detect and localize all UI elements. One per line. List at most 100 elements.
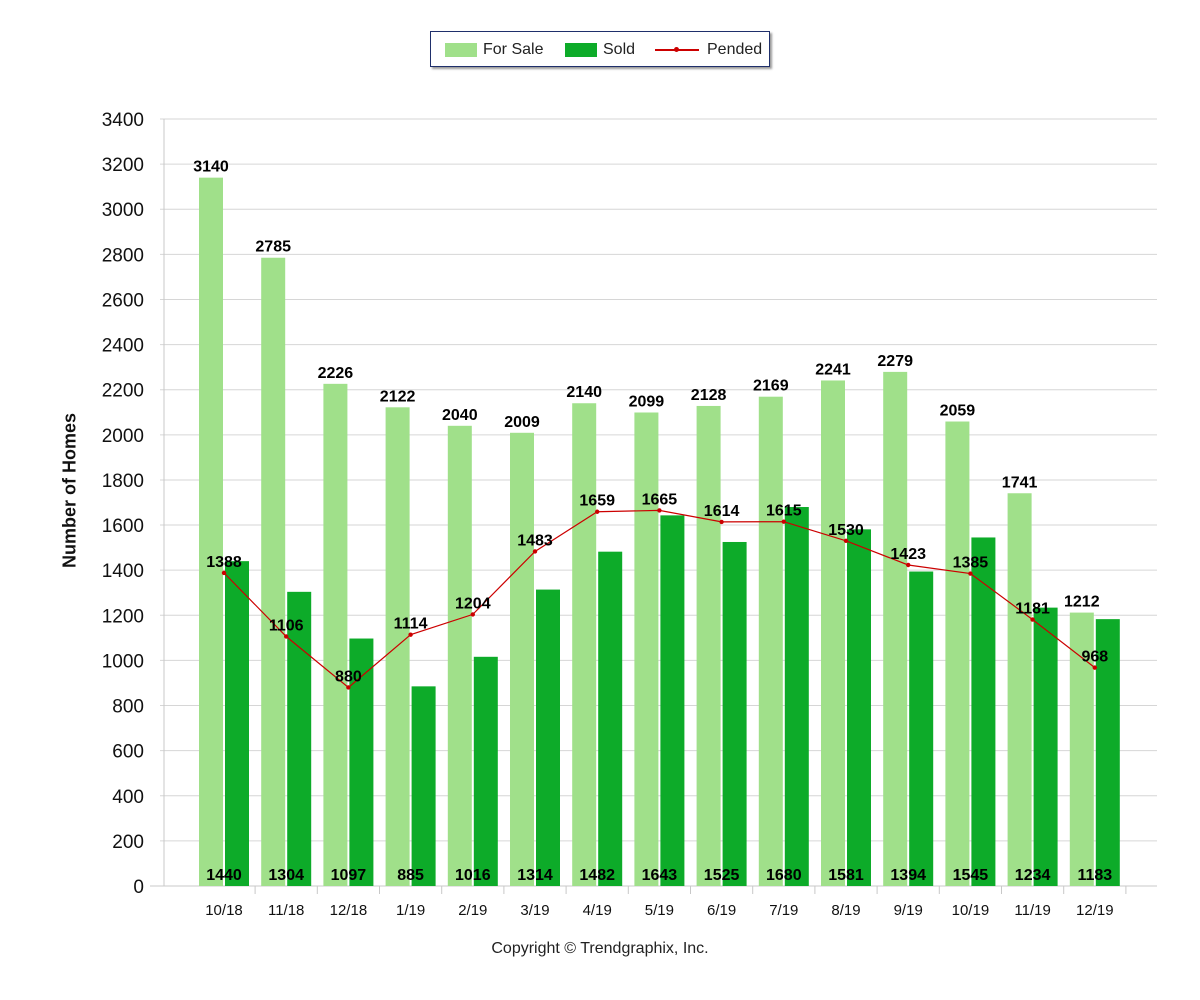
data-label-pended: 880 [335, 668, 362, 685]
y-tick-label: 2800 [102, 245, 144, 266]
data-label-for-sale: 2226 [318, 365, 354, 382]
y-tick-label: 1400 [102, 561, 144, 582]
data-label-for-sale: 2128 [691, 387, 727, 404]
y-tick-label: 1000 [102, 651, 144, 672]
point-pended [781, 519, 786, 524]
x-tick-label: 4/19 [583, 902, 612, 919]
bar-for-sale [758, 396, 783, 886]
x-tick-label: 8/19 [831, 902, 860, 919]
bar-for-sale [1007, 493, 1032, 886]
bar-for-sale [261, 257, 286, 886]
data-label-for-sale: 2140 [566, 384, 602, 401]
data-label-sold: 1482 [579, 867, 615, 884]
bar-for-sale [447, 425, 472, 886]
y-tick-label: 2000 [102, 426, 144, 447]
point-pended [1092, 665, 1098, 670]
data-label-pended: 1615 [766, 503, 802, 520]
data-label-sold: 1545 [953, 867, 989, 884]
y-tick-label: 3400 [102, 110, 144, 131]
y-tick-label: 1800 [102, 471, 144, 492]
y-tick-label: 600 [112, 742, 144, 763]
data-label-for-sale: 2122 [380, 388, 416, 405]
y-tick-label: 200 [112, 832, 144, 853]
x-tick-label: 3/19 [520, 902, 549, 919]
data-label-for-sale: 1212 [1064, 594, 1100, 611]
legend-label-for-sale: For Sale [483, 41, 544, 58]
y-tick-label: 0 [133, 877, 144, 898]
data-label-sold: 885 [397, 867, 424, 884]
data-label-pended: 1614 [704, 503, 740, 520]
bar-for-sale [199, 177, 223, 886]
y-tick-label: 1200 [102, 606, 144, 627]
point-pended [843, 538, 849, 544]
bar-sold [784, 507, 809, 886]
y-tick-label: 400 [112, 787, 144, 808]
data-label-pended: 1204 [455, 595, 491, 612]
data-label-sold: 1016 [455, 867, 491, 884]
y-tick-label: 3200 [102, 155, 144, 176]
data-label-sold: 1680 [766, 867, 802, 884]
bar-for-sale [323, 383, 348, 886]
data-label-for-sale: 2279 [877, 353, 913, 370]
x-tick-label: 11/18 [268, 902, 304, 919]
point-pended [532, 549, 538, 554]
point-pended [657, 508, 662, 513]
data-label-pended: 968 [1081, 649, 1108, 666]
x-tick-label: 12/18 [330, 902, 368, 919]
data-label-pended: 1659 [579, 493, 615, 510]
bar-for-sale [572, 403, 597, 886]
x-tick-label: 10/19 [952, 902, 990, 919]
bar-sold [847, 529, 871, 886]
bar-sold [660, 515, 685, 886]
bar-sold [225, 561, 249, 886]
legend-marker-pended [674, 47, 679, 52]
point-pended [221, 570, 227, 576]
point-pended [1030, 617, 1035, 622]
bar-sold [598, 551, 623, 886]
data-label-for-sale: 1741 [1002, 474, 1038, 491]
point-pended [719, 519, 724, 525]
bar-sold [1033, 607, 1058, 886]
data-label-for-sale: 2009 [504, 414, 540, 431]
data-label-pended: 1106 [269, 617, 304, 634]
bar-for-sale [510, 432, 534, 886]
legend-label-sold: Sold [603, 41, 636, 58]
bar-sold [287, 591, 312, 886]
data-label-for-sale: 2099 [629, 393, 665, 410]
legend-swatch-sold [565, 43, 597, 57]
data-label-pended: 1665 [642, 491, 678, 508]
bar-sold [722, 541, 747, 886]
y-tick-label: 2400 [102, 336, 144, 357]
bar-sold [1095, 619, 1120, 886]
legend-label-pended: Pended [707, 41, 763, 58]
point-pended [470, 612, 475, 617]
point-pended [595, 509, 600, 514]
data-label-for-sale: 2241 [815, 361, 851, 378]
data-label-pended: 1181 [1015, 601, 1050, 618]
bar-sold [909, 571, 934, 886]
data-label-sold: 1304 [268, 867, 304, 884]
point-pended [906, 562, 911, 568]
point-pended [284, 634, 289, 639]
data-label-for-sale: 2169 [753, 378, 789, 395]
data-label-sold: 1314 [517, 867, 553, 884]
y-tick-label: 2200 [102, 381, 144, 402]
y-tick-label: 2600 [102, 290, 144, 311]
legend: For Sale Sold Pended [430, 31, 770, 67]
legend-swatch-for-sale [445, 43, 477, 57]
data-label-for-sale: 2040 [442, 407, 478, 424]
data-label-pended: 1530 [828, 522, 864, 539]
data-label-for-sale: 2059 [940, 403, 976, 420]
data-label-for-sale: 2785 [255, 239, 291, 256]
point-pended [346, 685, 351, 690]
data-label-sold: 1394 [890, 867, 926, 884]
x-tick-label: 2/19 [458, 902, 487, 919]
data-label-for-sale: 3140 [193, 159, 229, 176]
bar-for-sale [385, 407, 410, 886]
data-label-sold: 1525 [704, 867, 740, 884]
x-tick-label: 11/19 [1014, 902, 1050, 919]
bar-for-sale [696, 405, 721, 886]
bar-sold [411, 686, 436, 886]
bar-for-sale [883, 371, 908, 886]
